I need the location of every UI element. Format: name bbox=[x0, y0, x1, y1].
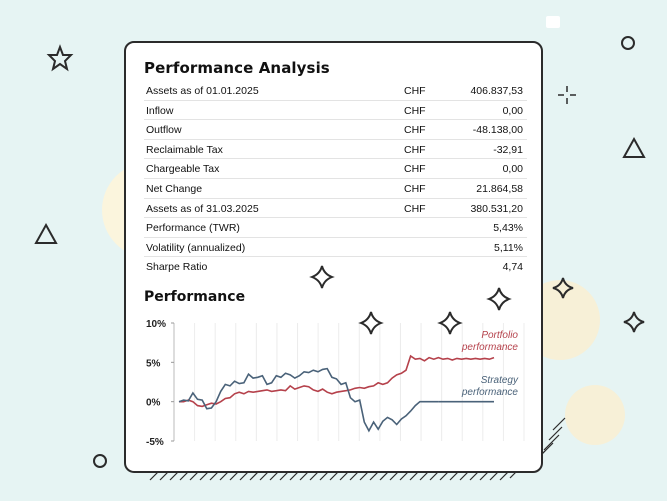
table-row: Net Change CHF 21.864,58 bbox=[144, 179, 527, 199]
circle-icon bbox=[621, 36, 635, 50]
row-label: Volatility (annualized) bbox=[146, 241, 246, 254]
row-value: 406.837,53 bbox=[470, 85, 523, 97]
background-blob bbox=[565, 385, 625, 445]
row-value: 0,00 bbox=[502, 163, 523, 176]
chart-title: Performance bbox=[144, 289, 246, 305]
star-icon bbox=[46, 44, 74, 72]
row-currency: CHF bbox=[404, 163, 426, 176]
row-value: 5,11% bbox=[494, 241, 523, 254]
row-label: Inflow bbox=[146, 104, 174, 117]
performance-card: Performance Analysis Assets as of 01.01.… bbox=[124, 41, 543, 473]
table-row: Inflow CHF 0,00 bbox=[144, 101, 527, 121]
y-tick-label: -5% bbox=[146, 437, 164, 448]
row-label: Chargeable Tax bbox=[146, 163, 220, 176]
row-label: Performance (TWR) bbox=[146, 222, 240, 235]
table-row: Assets as of 01.01.2025 CHF 406.837,53 bbox=[144, 81, 527, 101]
circle-icon bbox=[93, 454, 107, 468]
row-currency: CHF bbox=[404, 85, 426, 97]
y-tick-label: 10% bbox=[146, 319, 166, 330]
series-line-1 bbox=[178, 367, 439, 433]
sparkle-icon bbox=[623, 311, 645, 333]
row-currency: CHF bbox=[404, 143, 426, 156]
card-title: Performance Analysis bbox=[144, 59, 330, 77]
row-value: -48.138,00 bbox=[472, 124, 523, 137]
table-row: Performance (TWR) 5,43% bbox=[144, 218, 527, 238]
row-value: 5,43% bbox=[493, 222, 523, 235]
row-label: Reclaimable Tax bbox=[146, 143, 223, 156]
row-label: Net Change bbox=[146, 182, 203, 195]
y-tick-label: 0% bbox=[146, 398, 161, 409]
legend-label: Strategy bbox=[481, 375, 519, 386]
row-value: 0,00 bbox=[502, 104, 523, 117]
triangle-icon bbox=[622, 136, 646, 158]
table-row: Outflow CHF -48.138,00 bbox=[144, 120, 527, 140]
square-shape bbox=[546, 16, 560, 28]
row-currency: CHF bbox=[404, 202, 426, 215]
legend-label: performance bbox=[461, 387, 519, 398]
row-value: -32,91 bbox=[493, 143, 523, 156]
table-row: Assets as of 31.03.2025 CHF 380.531,20 bbox=[144, 199, 527, 219]
performance-table: Assets as of 01.01.2025 CHF 406.837,53 Infl… bbox=[144, 81, 527, 277]
table-row: Reclaimable Tax CHF -32,91 bbox=[144, 140, 527, 160]
table-row: Volatility (annualized) 5,11% bbox=[144, 238, 527, 258]
triangle-icon bbox=[34, 222, 58, 244]
row-value: 4,74 bbox=[502, 261, 523, 274]
row-currency: CHF bbox=[404, 124, 426, 137]
y-tick-label: 5% bbox=[146, 358, 161, 369]
table-row: Sharpe Ratio 4,74 bbox=[144, 257, 527, 277]
row-value: 21.864,58 bbox=[476, 182, 523, 195]
sparkle-icon bbox=[552, 277, 574, 299]
performance-chart: 10%5%0%-5%PortfolioperformanceStrategype… bbox=[146, 319, 525, 448]
row-label: Assets as of 01.01.2025 bbox=[146, 85, 259, 97]
table-row: Chargeable Tax CHF 0,00 bbox=[144, 159, 527, 179]
series-line-0 bbox=[179, 354, 495, 408]
crosshair-icon bbox=[558, 86, 576, 104]
legend-label: Portfolio bbox=[481, 330, 518, 341]
legend-label: performance bbox=[461, 342, 519, 353]
row-label: Assets as of 31.03.2025 bbox=[146, 202, 259, 215]
row-label: Outflow bbox=[146, 124, 182, 137]
row-currency: CHF bbox=[404, 104, 426, 117]
row-label: Sharpe Ratio bbox=[146, 261, 208, 274]
row-currency: CHF bbox=[404, 182, 426, 195]
row-value: 380.531,20 bbox=[470, 202, 523, 215]
